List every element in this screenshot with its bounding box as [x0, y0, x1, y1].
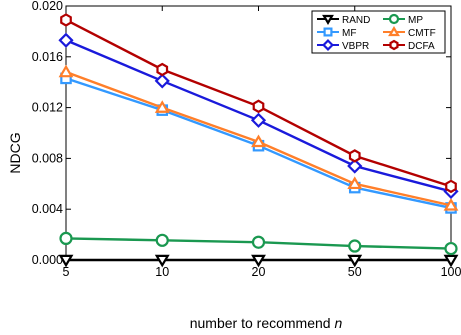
x-axis-title: number to recommend n [190, 315, 343, 331]
legend-label-dcfa: DCFA [408, 41, 435, 52]
x-tick-label: 10 [155, 265, 169, 279]
data-point-dcfa [348, 149, 361, 163]
legend-label-mp: MP [408, 15, 423, 26]
data-point-rand [154, 254, 170, 268]
x-tick-label: 100 [441, 265, 461, 279]
data-point-vbpr [250, 112, 267, 128]
series-dcfa [60, 13, 457, 194]
legend-entry-dcfa: DCFA [383, 39, 435, 52]
legend-label-rand: RAND [342, 15, 370, 26]
legend-marker-vbpr [322, 39, 334, 51]
x-axis-title-variable: n [334, 315, 342, 331]
data-point-cmtf [251, 134, 266, 148]
series-vbpr [58, 32, 459, 200]
legend-entry-mp: MP [383, 13, 423, 26]
data-point-cmtf [58, 64, 74, 78]
x-tick-label: 50 [348, 265, 362, 279]
legend-marker-mp [388, 13, 400, 25]
series-layer [58, 13, 459, 268]
series-mp [59, 231, 458, 256]
data-point-dcfa [60, 13, 72, 27]
data-point-rand [347, 254, 363, 268]
x-axis-ticks: 5 10 20 50 100 [63, 6, 461, 279]
data-point-mp [251, 235, 266, 249]
y-axis-ticks: 0.000 0.004 0.008 0.012 0.016 0.020 [32, 0, 451, 267]
data-point-cmtf [154, 100, 170, 113]
data-point-mp [155, 233, 169, 247]
data-point-vbpr [347, 158, 363, 174]
legend-entry-cmtf: CMTF [383, 26, 436, 39]
data-point-mp [348, 239, 362, 253]
data-point-dcfa [445, 179, 457, 194]
data-point-rand [58, 254, 74, 268]
data-point-dcfa [156, 62, 169, 77]
legend-marker-dcfa [389, 39, 399, 51]
y-tick-label: 0.008 [32, 151, 63, 165]
data-point-mp [59, 231, 73, 246]
y-tick-label: 0.012 [32, 101, 63, 115]
data-point-cmtf [443, 197, 459, 211]
x-tick-label: 20 [252, 265, 266, 279]
y-axis-title: NDCG [7, 132, 23, 173]
legend: RAND MP MF CMTF VBPR DCFA [311, 10, 446, 54]
y-tick-label: 0.016 [32, 50, 63, 64]
legend-entry-rand: RAND [317, 14, 370, 26]
legend-marker-cmtf [388, 26, 400, 37]
data-point-rand [251, 254, 266, 268]
data-point-cmtf [347, 176, 363, 190]
y-tick-label: 0.004 [32, 202, 63, 216]
legend-entry-mf: MF [317, 27, 356, 39]
legend-label-mf: MF [342, 28, 356, 39]
data-point-mp [444, 241, 458, 256]
series-rand [58, 254, 459, 268]
legend-entry-vbpr: VBPR [317, 39, 369, 52]
x-axis-title-text: number to recommend [190, 315, 331, 331]
series-cmtf [58, 64, 459, 211]
legend-marker-mf [323, 27, 333, 37]
y-tick-label: 0.000 [32, 253, 63, 267]
y-tick-label: 0.020 [32, 0, 63, 13]
x-tick-label: 5 [63, 265, 70, 279]
data-point-vbpr [58, 32, 74, 48]
legend-label-vbpr: VBPR [342, 41, 369, 52]
data-point-vbpr [154, 73, 170, 89]
data-point-dcfa [252, 99, 265, 114]
data-point-rand [443, 254, 459, 268]
legend-label-cmtf: CMTF [408, 28, 436, 39]
legend-marker-rand [322, 14, 334, 25]
